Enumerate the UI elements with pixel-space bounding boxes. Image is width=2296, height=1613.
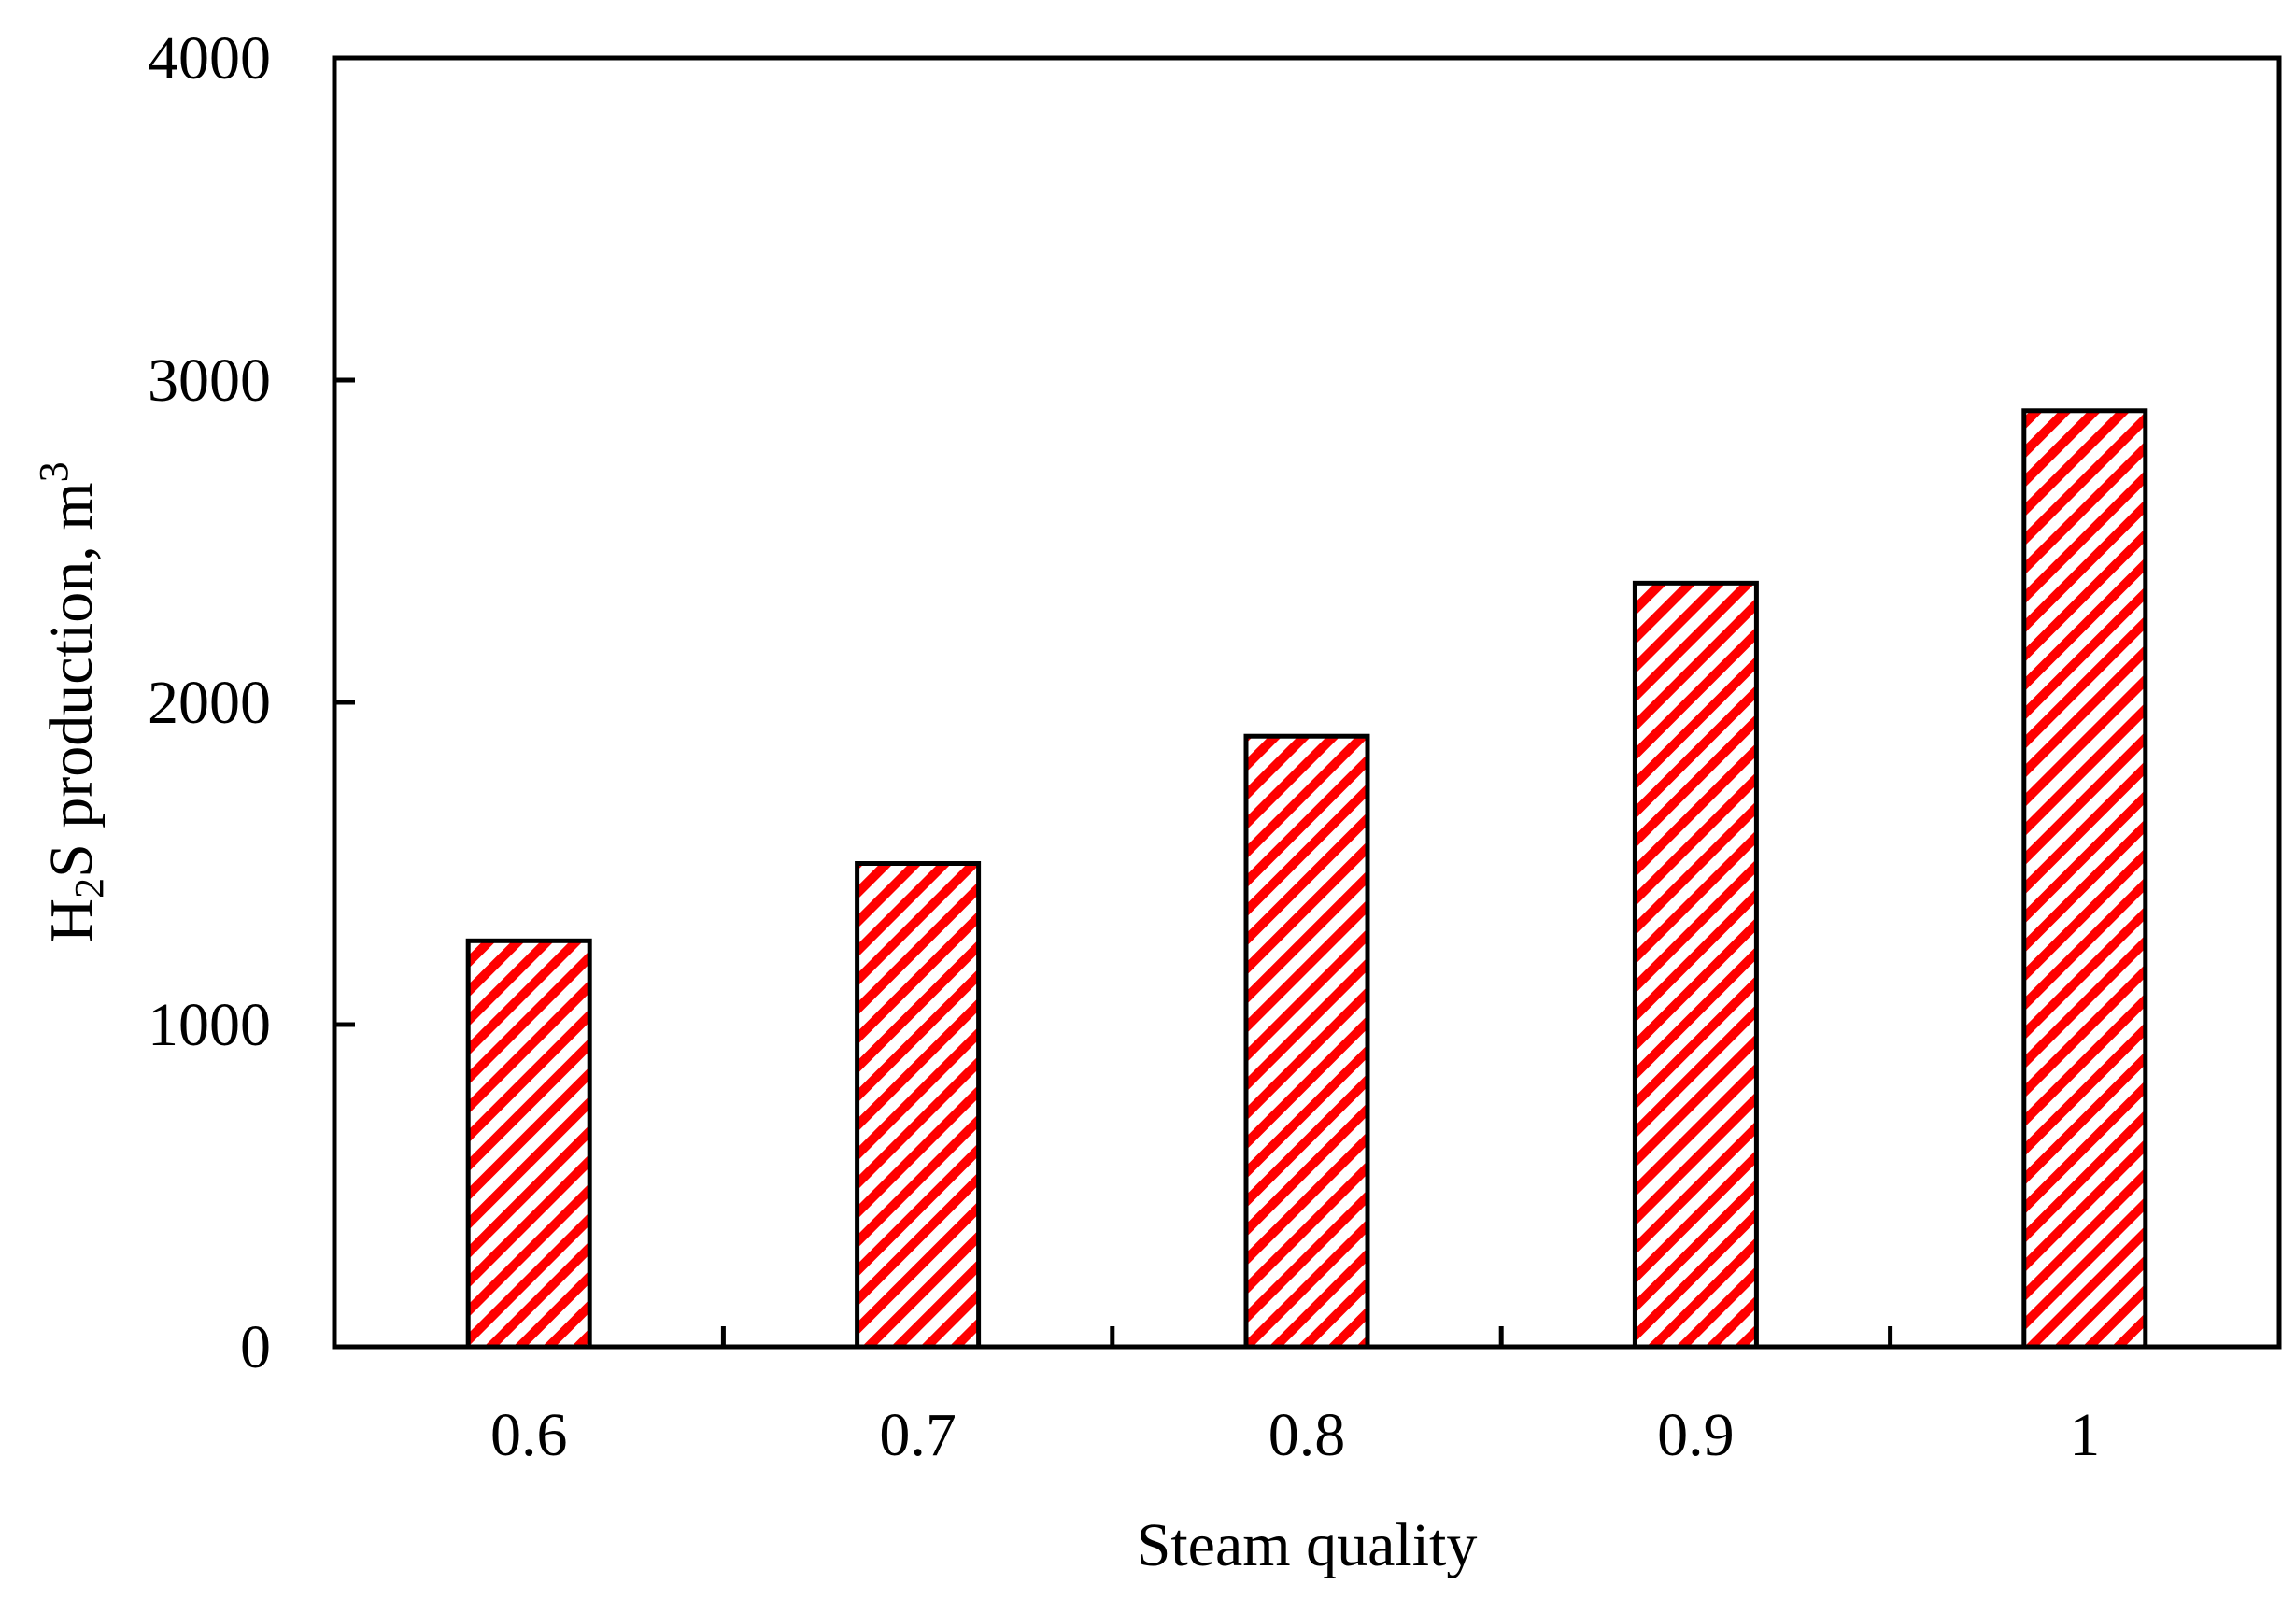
x-tick-labels: 0.6 0.7 0.8 0.9 1 xyxy=(490,1401,2100,1469)
x-tick-label: 1 xyxy=(2069,1401,2100,1469)
y-tick-label: 3000 xyxy=(148,347,271,415)
y-axis-title: H2S production, m3 xyxy=(31,461,112,942)
x-axis-title: Steam quality xyxy=(1137,1511,1478,1579)
y-tick-label: 0 xyxy=(240,1313,271,1381)
bar-0.7 xyxy=(855,861,982,1350)
y-axis-title-part1: H xyxy=(37,898,106,943)
x-ticks xyxy=(334,377,1893,1347)
bar-0.8 xyxy=(1243,733,1370,1350)
y-tick-labels: 0 1000 2000 3000 4000 xyxy=(148,24,271,1381)
y-tick-label: 1000 xyxy=(148,991,271,1059)
bar-0.9 xyxy=(1632,580,1759,1350)
y-axis-title-part2: S production, m xyxy=(37,482,106,878)
x-tick-label: 0.8 xyxy=(1268,1401,1346,1469)
x-tick-label: 0.9 xyxy=(1657,1401,1735,1469)
y-axis-title-subscript: 2 xyxy=(66,878,112,898)
y-tick-label: 2000 xyxy=(148,669,271,737)
bar-1 xyxy=(2021,408,2148,1350)
bar-0.6 xyxy=(465,938,592,1350)
x-tick-label: 0.7 xyxy=(879,1401,957,1469)
x-tick-label: 0.6 xyxy=(490,1401,568,1469)
y-tick-label: 4000 xyxy=(148,24,271,92)
bars-layer xyxy=(465,408,2148,1350)
y-axis-title-superscript: 3 xyxy=(31,461,77,482)
